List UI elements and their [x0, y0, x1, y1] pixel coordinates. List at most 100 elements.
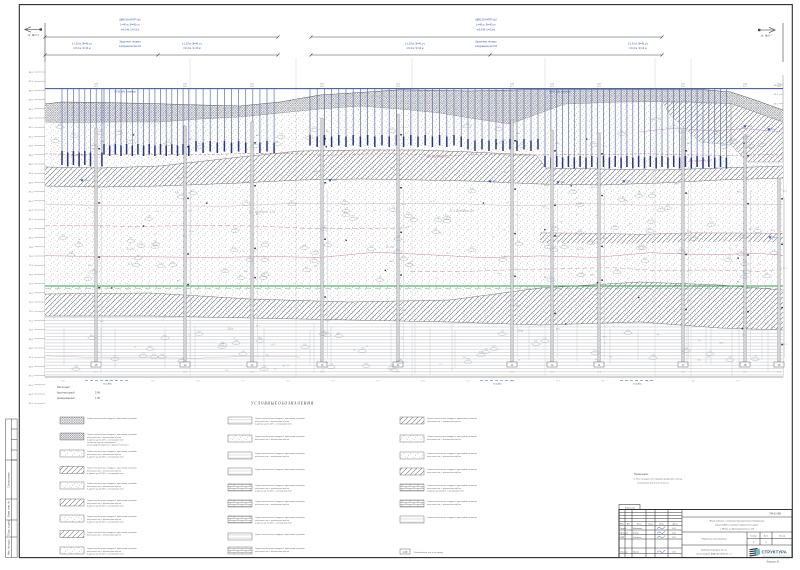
svg-text:Супеси песчанистые твердые с п: Супеси песчанистые твердые с прослоями с…: [255, 517, 305, 519]
svg-text:до-та-метрит ШВБ-2Н-АНТР № 1,: до-та-метрит ШВБ-2Н-АНТР № 1, 2: [696, 553, 732, 556]
svg-text:1151: 1151: [681, 84, 686, 86]
svg-text:72.6: 72.6: [550, 372, 555, 374]
svg-text:2.73: 2.73: [466, 123, 470, 125]
svg-text:7.38: 7.38: [129, 139, 133, 141]
svg-text:11.21: 11.21: [672, 533, 676, 535]
svg-text:92.0: 92.0: [627, 181, 632, 183]
svg-text:10: 10: [546, 208, 548, 210]
svg-text:Управление водоотведения: Управление водоотведения: [701, 538, 726, 541]
svg-text:16а: 16а: [325, 362, 329, 364]
svg-text:опесчаненных, с включением щеб: опесчаненных, с включением щебня: [87, 454, 121, 456]
svg-text:6.89: 6.89: [221, 344, 225, 346]
svg-text:77.7: 77.7: [241, 381, 245, 383]
svg-text:опесчаненных, с включением щеб: опесчаненных, с включением щебня: [255, 520, 289, 522]
svg-text:9-2а: 9-2а: [386, 245, 393, 249]
svg-text:5.87: 5.87: [742, 274, 746, 276]
svg-text:97.7: 97.7: [743, 86, 747, 88]
svg-text:2.14: 2.14: [615, 269, 619, 271]
svg-text:10а: 10а: [517, 329, 523, 333]
svg-text:10: 10: [411, 261, 413, 263]
svg-text:90.3: 90.3: [177, 178, 181, 180]
svg-text:3.41: 3.41: [137, 255, 141, 257]
svg-text:7.05: 7.05: [741, 127, 745, 129]
svg-text:Супеси песчанистые твердые с п: Супеси песчанистые твердые с прослоями с…: [427, 485, 477, 487]
svg-text:71.0: 71.0: [29, 320, 34, 322]
svg-text:1226: 1226: [777, 84, 782, 86]
svg-text:97.8: 97.8: [550, 86, 554, 88]
svg-text:СТРУКТУРА: СТРУКТУРА: [762, 550, 788, 555]
svg-text:16а: 16а: [353, 350, 357, 352]
svg-text:8: 8: [643, 218, 644, 220]
svg-text:92.8: 92.8: [244, 271, 248, 273]
svg-text:82.1: 82.1: [783, 191, 787, 193]
svg-text:1130: 1130: [550, 84, 555, 86]
svg-text:80.0: 80.0: [516, 133, 520, 135]
svg-text:7.20: 7.20: [307, 134, 311, 136]
svg-text:18: 18: [744, 363, 747, 367]
svg-text:75.0: 75.0: [29, 284, 34, 286]
svg-text:7а: 7а: [433, 201, 436, 203]
svg-text:опесчаненных, с включением щеб: опесчаненных, с включением щебня: [427, 421, 461, 423]
svg-text:92.0: 92.0: [29, 127, 34, 129]
svg-text:и дресвы до 10-15%, с обломкам: и дресвы до 10-15%, с обломками плит: [87, 473, 124, 475]
svg-text:16а: 16а: [657, 334, 661, 336]
svg-text:71.6: 71.6: [376, 381, 380, 383]
svg-text:4.98: 4.98: [397, 236, 401, 238]
svg-text:t=0,4 м, S=13 м: t=0,4 м, S=13 м: [184, 47, 201, 50]
svg-text:9-2а: 9-2а: [502, 230, 507, 232]
svg-text:84.2: 84.2: [591, 274, 595, 276]
svg-text:1.93: 1.93: [543, 338, 547, 340]
svg-text:опесчаненных, с включением щеб: опесчаненных, с включением щебня: [255, 456, 289, 458]
svg-text:14: 14: [439, 364, 441, 366]
svg-text:ГИП: ГИП: [619, 537, 625, 539]
svg-text:опесчаненных, с включением щеб: опесчаненных, с включением щебня: [87, 437, 121, 439]
svg-text:ШВБ-2й-АНТР №2: ШВБ-2й-АНТР №2: [119, 19, 141, 22]
svg-text:88.0: 88.0: [29, 164, 34, 166]
svg-text:1143: 1143: [94, 84, 99, 86]
svg-text:4.37: 4.37: [648, 228, 652, 230]
svg-text:t=0,4 м, S=13 м: t=0,4 м, S=13 м: [74, 47, 91, 50]
svg-text:5.27: 5.27: [86, 276, 90, 278]
svg-text:6б: 6б: [128, 264, 130, 266]
svg-text:10: 10: [629, 224, 631, 226]
svg-text:3.83: 3.83: [152, 354, 156, 356]
svg-text:Супеси песчанистые твердые с п: Супеси песчанистые твердые с прослоями с…: [87, 548, 137, 550]
svg-text:73.5: 73.5: [681, 372, 686, 374]
svg-text:Жилой комплекс со встроенно-пр: Жилой комплекс со встроенно-пристроенным…: [708, 520, 765, 523]
svg-text:1.43: 1.43: [392, 207, 396, 209]
svg-text:4.85: 4.85: [275, 141, 279, 143]
svg-text:10: 10: [467, 230, 469, 232]
svg-text:1.73: 1.73: [113, 356, 117, 358]
svg-text:74.5: 74.5: [61, 381, 65, 383]
svg-text:92.0: 92.0: [561, 182, 566, 184]
svg-text:11.21: 11.21: [672, 537, 676, 539]
svg-text:5.65: 5.65: [445, 217, 449, 219]
svg-text:7.94: 7.94: [248, 257, 252, 259]
svg-text:2.45: 2.45: [148, 215, 152, 217]
svg-text:73.7: 73.7: [94, 372, 99, 374]
svg-text:1290: 1290: [320, 84, 325, 86]
svg-text:5.82: 5.82: [98, 129, 102, 131]
svg-text:67.0: 67.0: [29, 357, 34, 359]
svg-text:14: 14: [233, 338, 235, 340]
svg-text:и дресвы до 10-15%, с обломкам: и дресвы до 10-15%, с обломками плит: [87, 553, 124, 555]
svg-text:и дресвы до 10-15%, с обломкам: и дресвы до 10-15%, с обломками плит: [87, 521, 124, 523]
svg-text:92.0: 92.0: [748, 126, 753, 128]
svg-text:8: 8: [178, 194, 179, 196]
svg-text:16а: 16а: [742, 335, 746, 337]
svg-text:Изм.: Изм.: [619, 524, 624, 526]
svg-text:1.46: 1.46: [325, 332, 329, 334]
svg-text:15: 15: [273, 344, 275, 346]
svg-text:и дресвы до 10-15%, с обломкам: и дресвы до 10-15%, с обломками плит: [87, 439, 124, 441]
svg-text:2.08: 2.08: [739, 251, 743, 253]
svg-text:Кабинский: Кабинский: [624, 507, 636, 510]
svg-text:1.91: 1.91: [520, 143, 524, 145]
svg-text:2.22: 2.22: [330, 364, 334, 366]
svg-text:7.20: 7.20: [312, 258, 316, 260]
svg-text:81.0: 81.0: [749, 229, 753, 231]
svg-text:Супеси песчанистые твердые с п: Супеси песчанистые твердые с прослоями с…: [87, 451, 137, 453]
svg-text:Супеси песчанистые твердые с п: Супеси песчанистые твердые с прослоями с…: [255, 485, 305, 487]
svg-text:6.24: 6.24: [181, 357, 185, 359]
svg-text:92.0 АБС: 92.0 АБС: [493, 383, 502, 386]
svg-text:Взам. инв. №: Взам. инв. №: [6, 501, 10, 517]
